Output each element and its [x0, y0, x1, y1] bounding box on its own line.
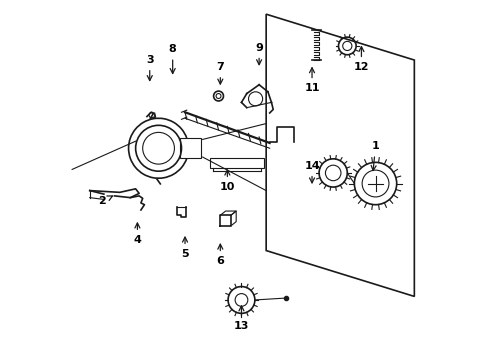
Text: 2: 2 [98, 196, 106, 206]
Text: 14: 14 [304, 161, 320, 171]
Text: 5: 5 [181, 249, 189, 259]
Text: 11: 11 [304, 83, 320, 93]
Text: 9: 9 [255, 43, 263, 53]
Text: 3: 3 [146, 55, 153, 65]
Text: 13: 13 [234, 321, 249, 332]
Text: 1: 1 [371, 141, 379, 152]
Text: 10: 10 [220, 182, 235, 192]
Text: 7: 7 [217, 62, 224, 72]
Text: 6: 6 [217, 256, 224, 266]
Text: 12: 12 [354, 62, 369, 72]
Text: 4: 4 [133, 235, 141, 245]
Text: 8: 8 [169, 45, 176, 54]
